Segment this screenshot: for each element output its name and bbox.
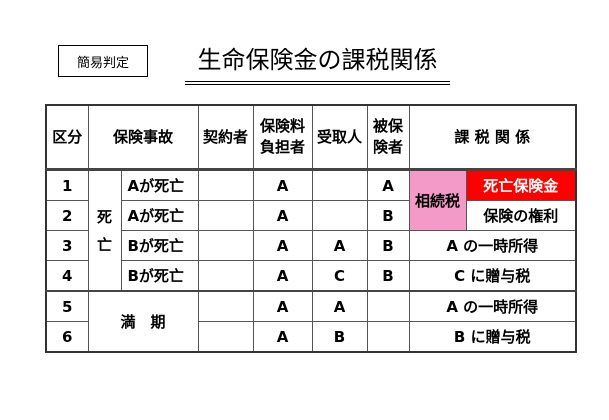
receiver: B [311,321,368,353]
row-no: 5 [45,290,89,322]
tax-result: B に贈与税 [408,321,577,353]
page-title: 生命保険金の課税関係 [197,46,438,74]
insured: B [366,200,410,231]
table-row: 6 A B B に贈与税 [45,321,577,353]
inheritance-tax: 相続税 [408,169,467,231]
event: Aが死亡 [120,169,199,201]
table-row: 3 Bが死亡 A A B A の一時所得 [45,230,577,261]
row-no: 1 [45,169,89,201]
contractor [197,169,254,201]
table-row: 5 満 期 A A A の一時所得 [45,290,577,353]
header-kubun: 区分 [45,104,89,171]
receiver: C [311,260,368,292]
row-no: 3 [45,230,89,261]
payer: A [252,200,313,231]
header-keiyaku: 契約者 [197,104,254,171]
simple-judgement-badge: 簡易判定 [58,45,148,77]
payer: A [252,230,313,261]
header-payer: 保険料 負担者 [252,104,313,171]
row-no: 2 [45,200,89,231]
receiver: A [311,230,368,261]
insured [366,290,410,322]
row-no: 4 [45,260,89,292]
tax-relationship-table: 区分 保険事故 契約者 保険料 負担者 受取人 被保 険者 課 税 関 係 1 死亡… [45,104,577,353]
header-jiko: 保険事故 [87,104,199,171]
contractor [197,321,254,353]
table-row: 4 Bが死亡 A C B C に贈与税 [45,260,577,292]
contractor [197,260,254,292]
table-row: 1 死亡 Aが死亡 A A 相続税 死亡保険金 [45,169,577,292]
payer: A [252,321,313,353]
death-group: 死亡 [87,169,122,292]
maturity-group: 満 期 [87,290,199,353]
contractor [197,230,254,261]
insured: A [366,169,410,201]
insured: B [366,260,410,292]
receiver [311,200,368,231]
header-receiver: 受取人 [311,104,368,171]
title-underline [185,81,450,82]
contractor [197,290,254,322]
tax-result: C に贈与税 [408,260,577,292]
header-kazei: 課 税 関 係 [408,104,577,171]
receiver: A [311,290,368,322]
event: Aが死亡 [120,200,199,231]
payer: A [252,260,313,292]
row-no: 6 [45,321,89,353]
receiver [311,169,368,201]
header-insured: 被保 険者 [366,104,410,171]
payer: A [252,169,313,201]
insured [366,321,410,353]
title-underline [185,84,450,85]
header-row: 区分 保険事故 契約者 保険料 負担者 受取人 被保 険者 課 税 関 係 [45,104,577,171]
event: Bが死亡 [120,230,199,261]
policy-right: 保険の権利 [465,200,577,231]
tax-result: A の一時所得 [408,230,577,261]
tax-result: A の一時所得 [408,290,577,322]
insured: B [366,230,410,261]
payer: A [252,290,313,322]
death-benefit: 死亡保険金 [465,169,577,201]
event: Bが死亡 [120,260,199,292]
table-row: 2 Aが死亡 A B 保険の権利 [45,200,577,231]
contractor [197,200,254,231]
